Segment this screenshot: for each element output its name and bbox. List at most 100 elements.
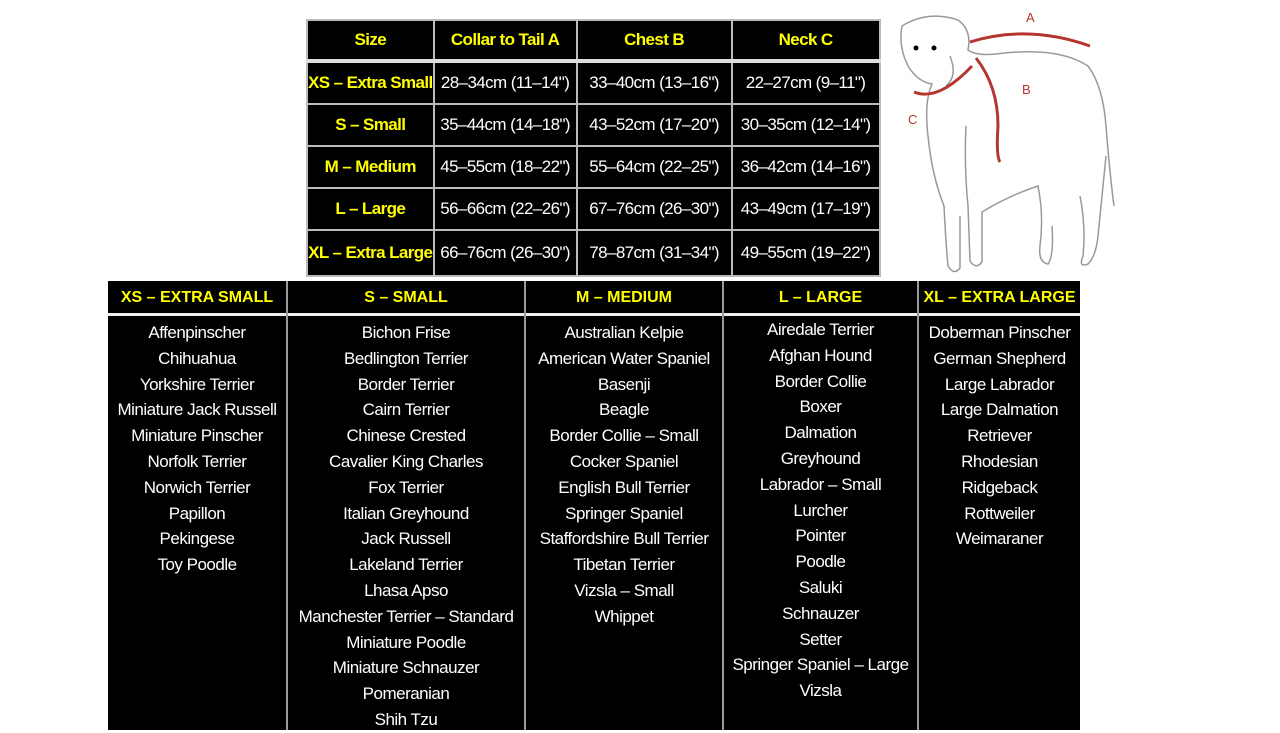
collar-to-tail-value: 56–66cm (22–26"): [432, 187, 578, 231]
size-table-header: Size Collar to Tail A Chest B Neck C: [306, 19, 881, 63]
breed-item: Australian Kelpie: [564, 323, 684, 342]
measurement-arrows: [913, 32, 1091, 163]
breed-item: Rottweiler: [964, 503, 1035, 523]
breed-list: Airedale Terrier Afghan Hound Border Colli…: [724, 316, 917, 727]
chest-value: 33–40cm (13–16"): [575, 60, 733, 105]
breed-list: Bichon Frise Bedlington Terrier Border Ter…: [288, 316, 524, 730]
dog-measurement-diagram: A B C: [900, 10, 1115, 273]
breed-item: Springer Spaniel – Large: [732, 655, 909, 675]
collar-to-tail-value: 66–76cm (26–30"): [432, 229, 578, 277]
breed-item: Manchester Terrier – Standard: [298, 606, 514, 626]
size-label: M – Medium: [306, 145, 435, 189]
breed-item: Ridgeback: [961, 477, 1038, 497]
collar-to-tail-value: 28–34cm (11–14"): [432, 60, 578, 105]
breed-column-title: XL – EXTRA LARGE: [919, 281, 1080, 316]
header-size: Size: [306, 19, 435, 63]
neck-value: 36–42cm (14–16"): [730, 145, 881, 189]
neck-value: 30–35cm (12–14"): [730, 103, 881, 147]
dog-outline: [900, 15, 1115, 273]
size-row: XS – Extra Small 28–34cm (11–14") 33–40cm …: [306, 60, 881, 105]
breed-item: Saluki: [798, 577, 843, 597]
breed-item: German Shepherd: [933, 348, 1066, 368]
breed-item: Toy Poodle: [157, 555, 237, 575]
breed-item: Pomeranian: [362, 684, 450, 704]
label-c: C: [908, 112, 917, 127]
breed-item: Retriever: [967, 426, 1032, 446]
breed-item: English Bull Terrier: [558, 477, 690, 497]
breed-item: Tibetan Terrier: [573, 555, 675, 575]
breed-item: Papillon: [168, 503, 226, 523]
arrow-c: [913, 64, 974, 96]
size-row: L – Large 56–66cm (22–26") 67–76cm (26–30"…: [306, 187, 881, 231]
breed-item: Pekingese: [159, 529, 235, 549]
breed-item: Lurcher: [793, 500, 848, 520]
breed-item: Setter: [799, 629, 842, 649]
neck-value: 22–27cm (9–11"): [730, 60, 881, 105]
neck-value: 43–49cm (17–19"): [730, 187, 881, 231]
breed-item: Jack Russell: [361, 529, 451, 549]
breed-column-xs: XS – EXTRA SMALL Affenpinscher Chihuahua Yo…: [108, 281, 288, 730]
breed-column-title: L – LARGE: [724, 281, 917, 316]
breed-item: Basenji: [597, 374, 651, 394]
breed-item: Cairn Terrier: [362, 400, 450, 420]
breed-list: Affenpinscher Chihuahua Yorkshire Terrier M…: [108, 316, 286, 730]
breed-column-title: XS – EXTRA SMALL: [108, 281, 286, 316]
label-b: B: [1022, 82, 1031, 97]
breed-item: Dalmation: [784, 423, 857, 443]
breed-item: Greyhound: [780, 448, 861, 468]
breed-item: Vizsla: [799, 681, 842, 701]
size-label: L – Large: [306, 187, 435, 231]
breed-item: Norwich Terrier: [143, 477, 251, 497]
collar-to-tail-value: 35–44cm (14–18"): [432, 103, 578, 147]
chest-value: 78–87cm (31–34"): [575, 229, 733, 277]
breed-item: Fox Terrier: [368, 477, 444, 497]
breed-column-m: M – MEDIUM Australian Kelpie American Wate…: [526, 281, 724, 730]
chest-value: 67–76cm (26–30"): [575, 187, 733, 231]
breed-item: Affenpinscher: [148, 323, 246, 342]
size-row: S – Small 35–44cm (14–18") 43–52cm (17–20"…: [306, 103, 881, 147]
chest-value: 43–52cm (17–20"): [575, 103, 733, 147]
neck-value: 49–55cm (19–22"): [730, 229, 881, 277]
header-chest: Chest B: [575, 19, 733, 63]
chest-value: 55–64cm (22–25"): [575, 145, 733, 189]
breed-item: Norfolk Terrier: [147, 451, 247, 471]
size-label: XL – Extra Large: [306, 229, 435, 277]
breed-item: Yorkshire Terrier: [139, 374, 255, 394]
breed-item: Beagle: [599, 400, 649, 420]
breed-item: Border Collie – Small: [549, 426, 699, 446]
breed-item: Bichon Frise: [361, 323, 451, 342]
breed-item: Boxer: [799, 397, 842, 417]
header-neck: Neck C: [730, 19, 881, 63]
breed-item: Large Labrador: [944, 374, 1055, 394]
size-label: XS – Extra Small: [306, 60, 435, 105]
label-a: A: [1026, 10, 1035, 25]
breed-column-xl: XL – EXTRA LARGE Doberman Pinscher German …: [919, 281, 1080, 730]
size-row: M – Medium 45–55cm (18–22") 55–64cm (22–25…: [306, 145, 881, 189]
header-collar-to-tail: Collar to Tail A: [432, 19, 578, 63]
size-label: S – Small: [306, 103, 435, 147]
breed-item: Italian Greyhound: [343, 503, 469, 523]
breed-item: Poodle: [795, 552, 846, 572]
breed-column-s: S – SMALL Bichon Frise Bedlington Terrier B…: [288, 281, 526, 730]
arrow-b: [974, 57, 1002, 163]
breed-item: Airedale Terrier: [767, 320, 874, 339]
breed-item: Lhasa Apso: [364, 580, 448, 600]
breed-column-title: S – SMALL: [288, 281, 524, 316]
breed-item: American Water Spaniel: [538, 348, 710, 368]
arrow-a: [969, 32, 1091, 48]
breed-column-title: M – MEDIUM: [526, 281, 722, 316]
breed-item: Bedlington Terrier: [344, 348, 468, 368]
collar-to-tail-value: 45–55cm (18–22"): [432, 145, 578, 189]
breed-item: Miniature Poodle: [346, 632, 466, 652]
breed-table: XS – EXTRA SMALL Affenpinscher Chihuahua Yo…: [108, 281, 1080, 730]
breed-item: Weimaraner: [955, 529, 1044, 549]
breed-item: Border Terrier: [357, 374, 455, 394]
breed-item: Lakeland Terrier: [349, 555, 463, 575]
size-row: XL – Extra Large 66–76cm (26–30") 78–87cm …: [306, 229, 881, 277]
breed-item: Border Collie: [774, 371, 867, 391]
breed-item: Vizsla – Small: [574, 580, 674, 600]
breed-item: Doberman Pinscher: [928, 323, 1071, 342]
breed-item: Schnauzer: [782, 603, 859, 623]
breed-item: Labrador – Small: [759, 474, 882, 494]
size-table: Size Collar to Tail A Chest B Neck C XS …: [306, 19, 881, 277]
